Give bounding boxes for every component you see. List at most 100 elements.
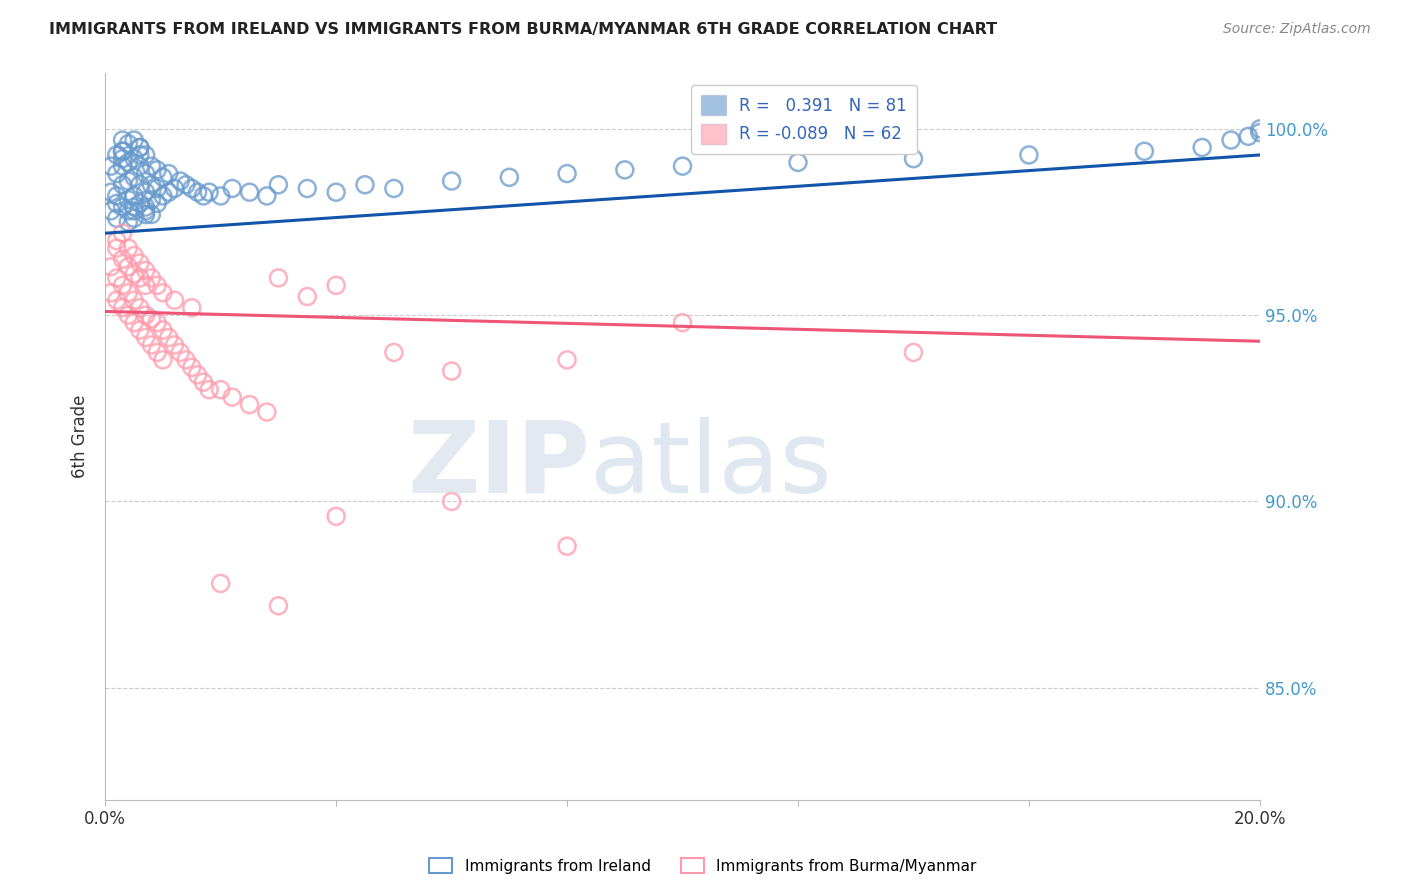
Point (152, 189, 174, 203)
Point (117, 136, 139, 151)
Text: atlas: atlas (591, 417, 832, 514)
Point (169, 174, 191, 188)
Point (135, 263, 157, 277)
Point (122, 203, 145, 218)
Point (105, 148, 128, 162)
Point (146, 278, 169, 293)
Point (141, 159, 163, 173)
Point (111, 152, 134, 166)
Point (100, 159, 122, 173)
Point (1133, 145, 1156, 159)
Point (128, 159, 150, 173)
Point (105, 234, 128, 248)
Point (128, 256, 150, 270)
Point (440, 494, 463, 508)
Point (122, 248, 145, 262)
Point (209, 383, 232, 397)
Point (105, 167, 128, 181)
Point (209, 189, 232, 203)
Point (141, 338, 163, 352)
Point (122, 267, 145, 281)
Point (146, 181, 169, 195)
Point (128, 178, 150, 192)
Point (187, 368, 209, 382)
Point (267, 599, 290, 613)
Point (122, 133, 145, 147)
Point (1249, 121, 1271, 136)
Point (128, 140, 150, 154)
Legend: R =   0.391   N = 81, R = -0.089   N = 62: R = 0.391 N = 81, R = -0.089 N = 62 (690, 85, 917, 154)
Point (135, 148, 157, 162)
Point (787, 155, 810, 169)
Point (128, 148, 150, 162)
Point (122, 152, 145, 166)
Point (111, 145, 134, 159)
Point (111, 178, 134, 192)
Point (128, 140, 150, 154)
Point (297, 181, 319, 195)
Point (146, 316, 169, 330)
Point (111, 226, 134, 240)
Point (105, 271, 128, 285)
Point (141, 178, 163, 192)
Point (325, 278, 347, 293)
Point (135, 330, 157, 344)
Point (198, 383, 221, 397)
Point (256, 189, 278, 203)
Point (105, 211, 128, 226)
Point (1249, 126, 1271, 140)
Point (903, 345, 925, 359)
Point (111, 133, 134, 147)
Point (117, 174, 139, 188)
Point (135, 308, 157, 322)
Point (180, 360, 202, 375)
Point (146, 345, 169, 359)
Point (297, 289, 319, 303)
Point (325, 185, 347, 199)
Point (209, 576, 232, 591)
Point (122, 170, 145, 185)
Point (135, 167, 157, 181)
Point (174, 178, 197, 192)
Point (1018, 148, 1040, 162)
Point (128, 323, 150, 337)
Point (152, 170, 174, 185)
Text: IMMIGRANTS FROM IRELAND VS IMMIGRANTS FROM BURMA/MYANMAR 6TH GRADE CORRELATION C: IMMIGRANTS FROM IRELAND VS IMMIGRANTS FR… (49, 22, 997, 37)
Point (382, 345, 405, 359)
Point (105, 241, 128, 255)
Point (671, 159, 693, 173)
Point (122, 293, 145, 308)
Point (105, 293, 128, 308)
Point (555, 167, 578, 181)
Point (135, 278, 157, 293)
Point (221, 181, 243, 195)
Point (555, 352, 578, 367)
Point (100, 185, 122, 199)
Point (180, 301, 202, 315)
Point (117, 203, 139, 218)
Point (440, 174, 463, 188)
Point (671, 316, 693, 330)
Text: ZIP: ZIP (408, 417, 591, 514)
Point (146, 196, 169, 211)
Point (221, 390, 243, 404)
Point (117, 193, 139, 207)
Point (141, 311, 163, 326)
Point (163, 338, 186, 352)
Point (267, 271, 290, 285)
Point (100, 285, 122, 300)
Point (256, 405, 278, 419)
Point (135, 185, 157, 199)
Point (1237, 129, 1260, 144)
Point (122, 189, 145, 203)
Point (128, 271, 150, 285)
Point (152, 323, 174, 337)
Point (128, 196, 150, 211)
Point (325, 509, 347, 524)
Point (117, 241, 139, 255)
Point (111, 159, 134, 173)
Legend: Immigrants from Ireland, Immigrants from Burma/Myanmar: Immigrants from Ireland, Immigrants from… (423, 852, 983, 880)
Point (117, 308, 139, 322)
Point (141, 271, 163, 285)
Point (128, 301, 150, 315)
